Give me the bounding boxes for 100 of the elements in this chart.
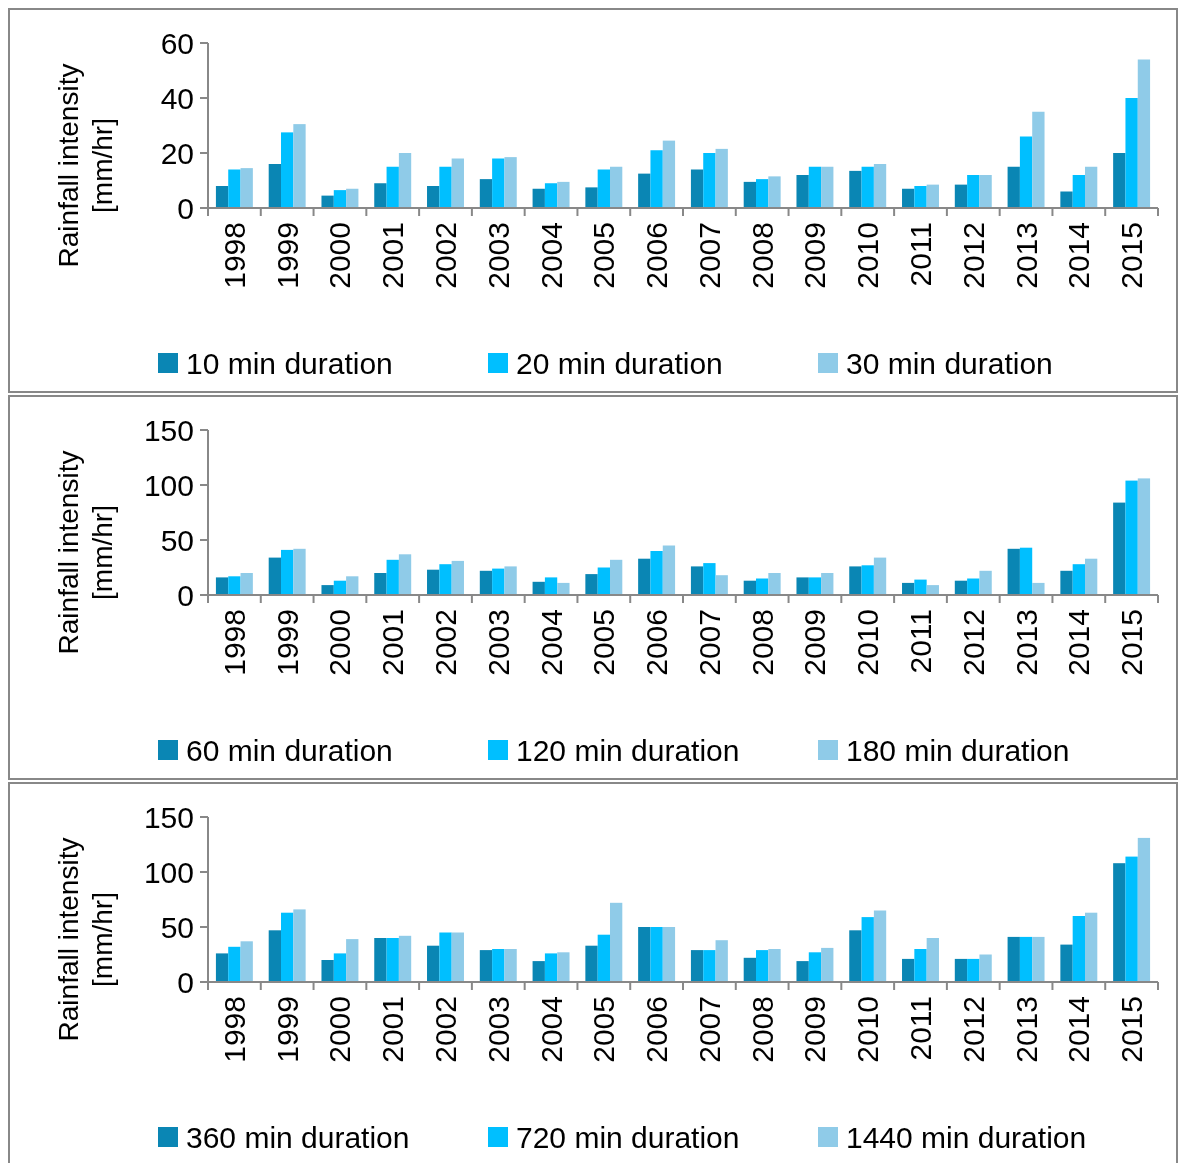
x-tick-label: 2002 [429, 996, 462, 1063]
bar [374, 938, 387, 982]
bar [293, 124, 306, 208]
bar [504, 949, 517, 982]
bar [597, 934, 610, 982]
bar [544, 183, 558, 208]
bar [662, 927, 676, 982]
x-tick-label: 2013 [1009, 996, 1043, 1063]
x-tick-label: 2007 [692, 609, 726, 676]
y-tick-label: 150 [143, 800, 194, 834]
x-tick-label: 1998 [217, 222, 251, 289]
bar [451, 158, 464, 208]
legend-label: 180 min duration [846, 733, 1070, 767]
x-tick-label: 2003 [481, 222, 515, 289]
x-tick-label: 1998 [217, 609, 251, 676]
x-tick-label: 2008 [745, 996, 779, 1063]
x-tick-label: 1999 [270, 996, 304, 1063]
bar [638, 927, 651, 982]
bar [374, 183, 387, 208]
x-tick-label: 2014 [1062, 222, 1096, 289]
bar [1072, 916, 1085, 982]
bar [215, 186, 229, 208]
x-tick-label: 2004 [534, 996, 568, 1063]
bar [504, 566, 517, 595]
x-tick-label: 2011 [904, 222, 937, 287]
x-tick-label: 2001 [376, 609, 410, 676]
bar [914, 949, 927, 982]
x-tick-label: 2001 [376, 222, 410, 289]
y-tick-label: 0 [177, 578, 194, 612]
x-tick-label: 2005 [587, 609, 621, 676]
bar [743, 957, 757, 982]
bar [609, 559, 623, 595]
x-tick-label: 2010 [851, 222, 885, 289]
bar [1137, 59, 1151, 208]
bar [346, 188, 359, 208]
bar [1060, 191, 1073, 208]
bar [808, 577, 822, 595]
x-tick-label: 2012 [956, 609, 990, 676]
y-tick-label: 100 [143, 855, 194, 889]
bar [585, 945, 598, 982]
bar [374, 573, 387, 595]
bar [1019, 547, 1033, 595]
bar [926, 184, 939, 208]
bar [1072, 175, 1085, 208]
legend-label: 1440 min duration [846, 1120, 1087, 1154]
bar [715, 148, 728, 208]
bar [1032, 582, 1045, 595]
x-tick-label: 2015 [1115, 996, 1149, 1063]
bar [796, 961, 809, 982]
bar [690, 169, 704, 208]
bar [861, 166, 874, 208]
bar [439, 166, 452, 208]
bar [427, 945, 440, 982]
bar [796, 175, 809, 208]
bar [240, 573, 253, 595]
bar [427, 186, 440, 208]
bar [954, 958, 968, 982]
bar [662, 140, 676, 208]
bar [504, 157, 517, 208]
bar [821, 573, 834, 595]
bar [796, 577, 809, 595]
x-tick-label: 2011 [904, 609, 937, 674]
bar [1113, 153, 1126, 208]
bar [768, 176, 781, 208]
bar [650, 150, 663, 208]
bar [451, 932, 464, 982]
y-tick-label: 0 [177, 191, 194, 225]
bar [281, 549, 294, 595]
bar [1084, 558, 1098, 595]
bar [715, 940, 728, 982]
bar [768, 573, 781, 595]
bar [492, 568, 505, 595]
bar [1007, 548, 1020, 595]
y-tick-label: 50 [160, 910, 194, 944]
bar [821, 166, 834, 208]
x-tick-label: 2015 [1115, 609, 1149, 676]
bar [861, 565, 874, 595]
bar [873, 164, 887, 208]
legend-label: 10 min duration [186, 346, 393, 380]
bar [808, 166, 822, 208]
bar [492, 158, 505, 208]
bar [650, 551, 663, 595]
x-tick-label: 2005 [587, 222, 621, 289]
bar [557, 582, 570, 595]
x-tick-label: 2010 [851, 996, 885, 1063]
x-tick-label: 2013 [1009, 222, 1043, 289]
bar [597, 169, 610, 208]
x-tick-label: 2004 [534, 609, 568, 676]
x-tick-label: 2002 [429, 222, 462, 289]
bar [768, 949, 781, 982]
bar [293, 909, 306, 982]
bar [1019, 936, 1033, 982]
bar [967, 958, 980, 982]
bar [585, 574, 598, 595]
bar [439, 932, 452, 982]
bar [873, 557, 887, 595]
bar [228, 169, 241, 208]
y-tick-label: 40 [160, 81, 194, 115]
x-tick-label: 2002 [429, 609, 462, 676]
y-tick-label: 60 [160, 26, 194, 60]
